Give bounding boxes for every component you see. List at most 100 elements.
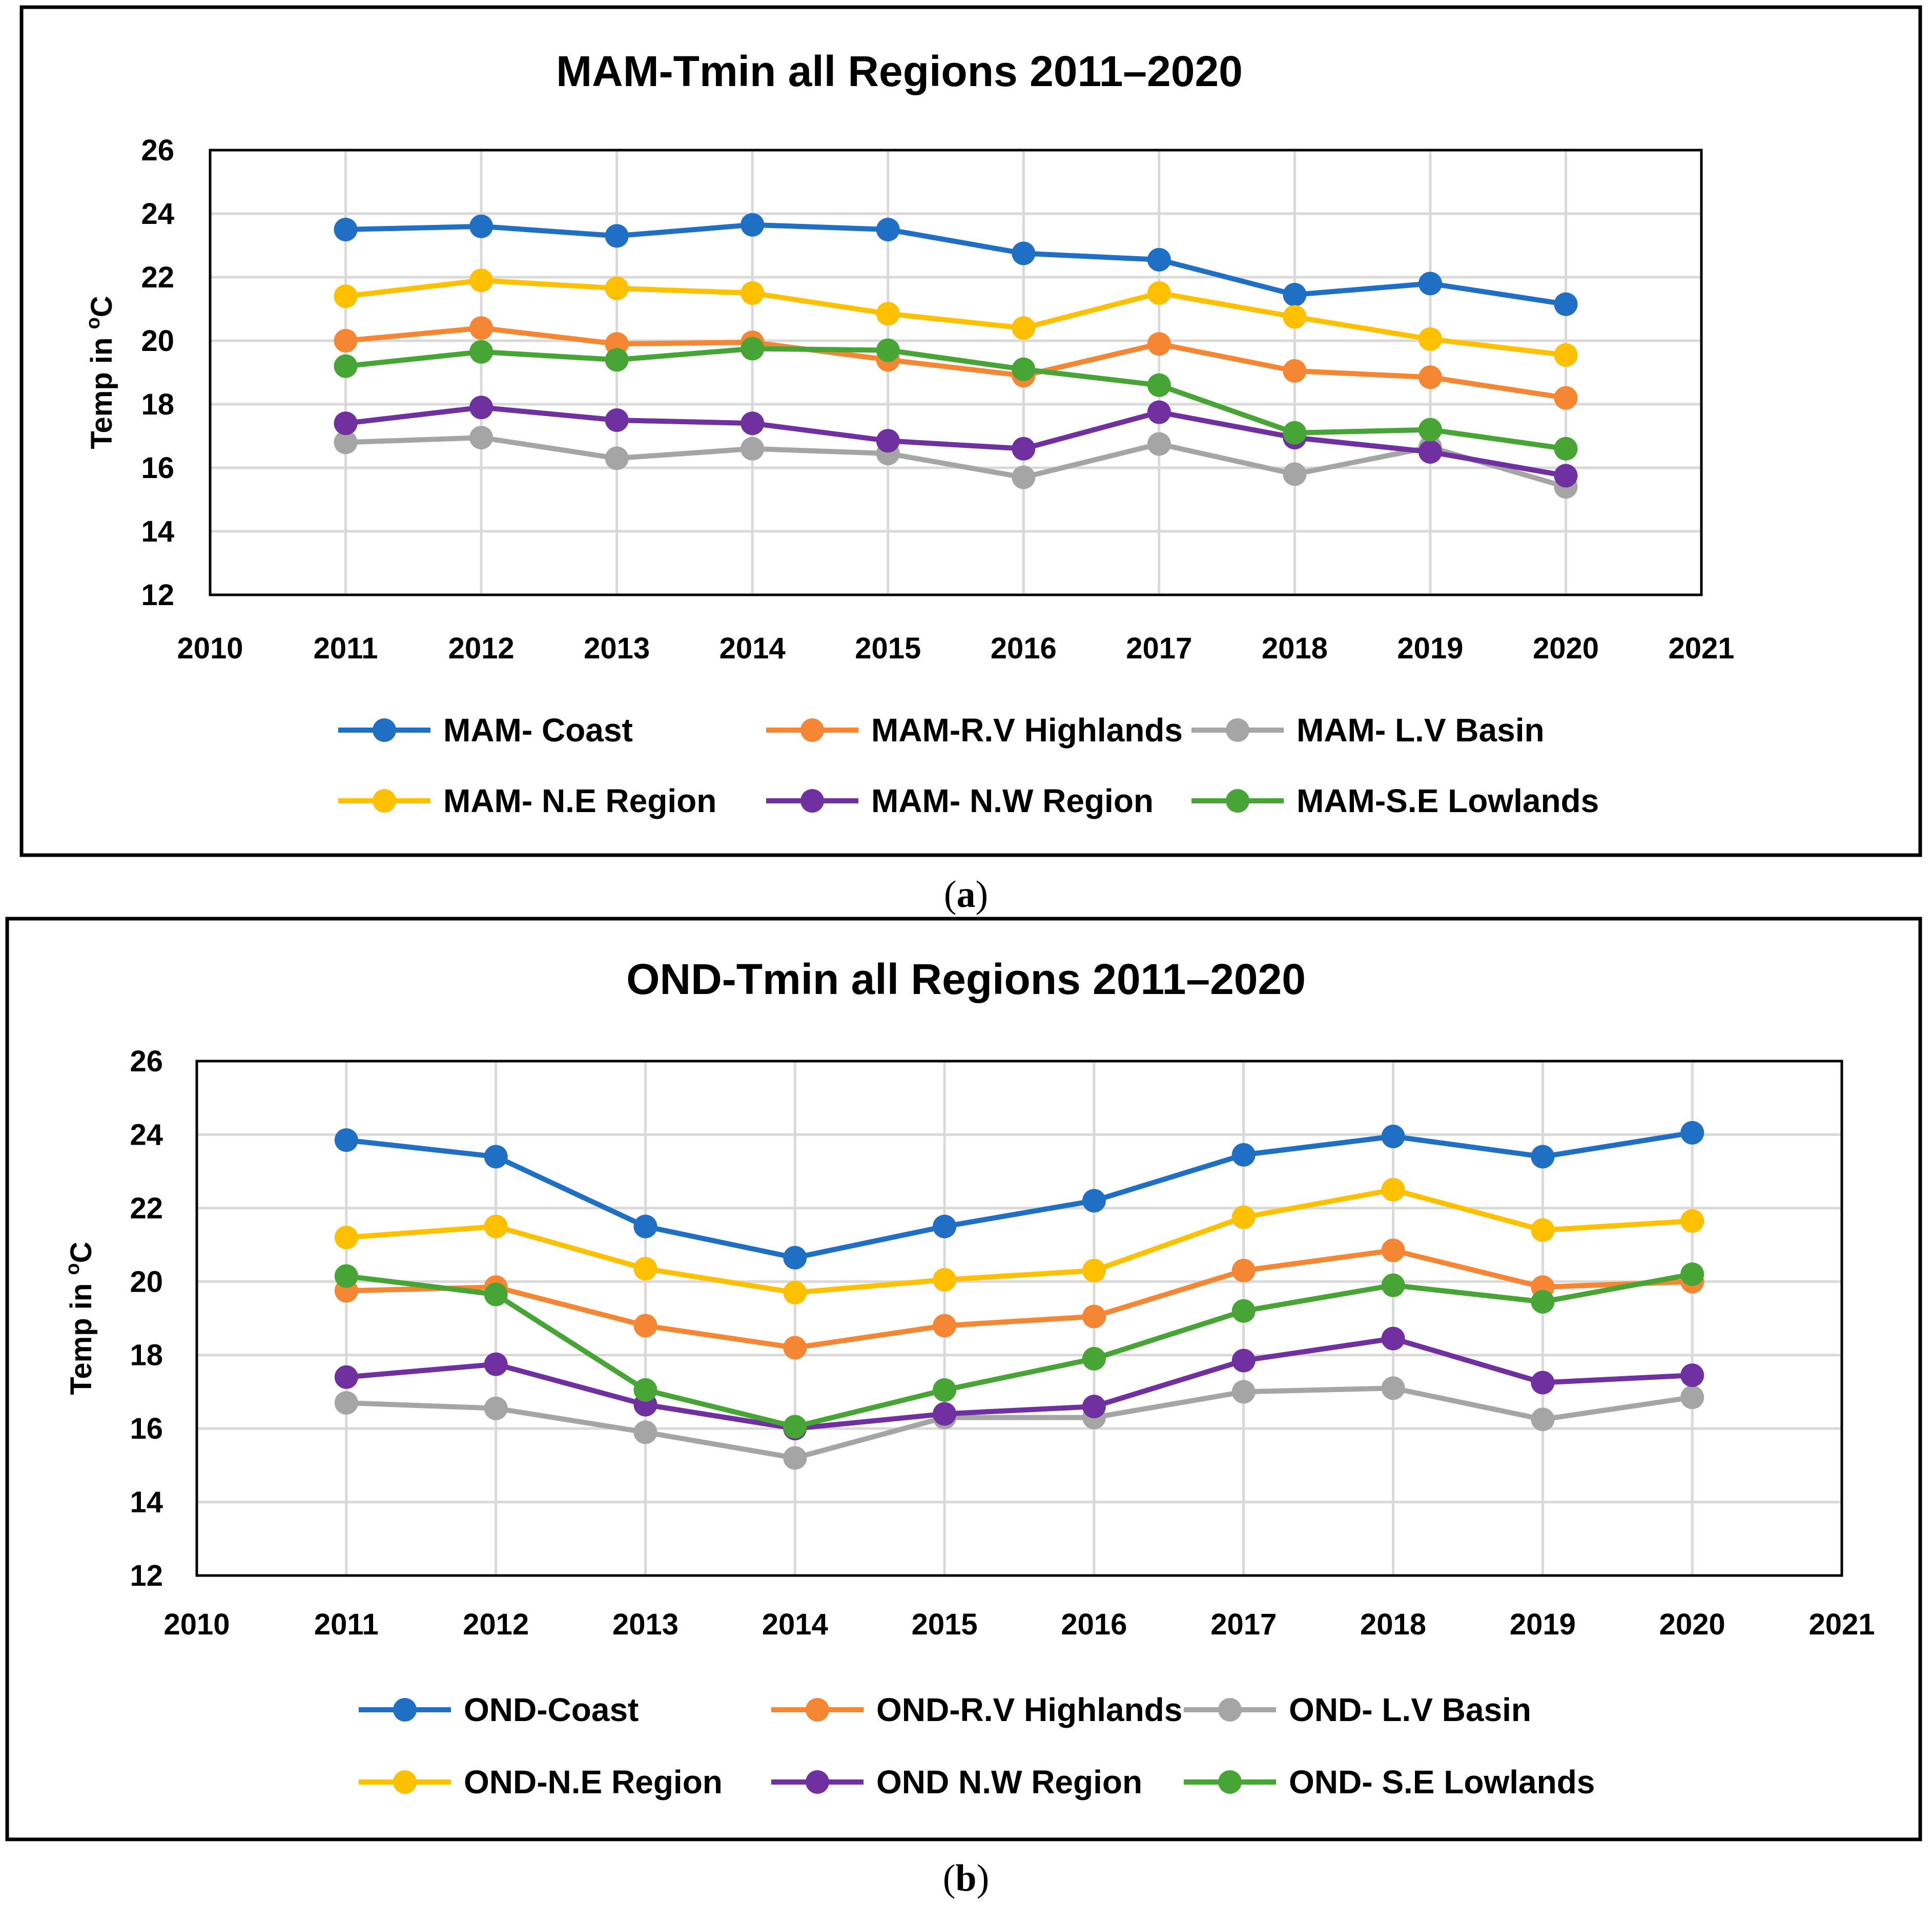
panel-a-series-3-point-2016 [1012,316,1036,340]
panel-b-series-2-point-2017 [1231,1380,1256,1404]
panel-b-ytick-18: 18 [130,1339,163,1372]
panel-a-series-0-point-2014 [741,213,765,237]
panel-a-series-0 [334,213,1578,316]
panel-a-series-5-point-2018 [1283,421,1307,445]
panel-b-series-1-point-2013 [633,1314,657,1338]
panel-a-series-2-point-2014 [741,437,765,461]
panel-b-series-0-point-2018 [1381,1125,1405,1149]
panel-a-xtick-2021: 2021 [1668,632,1734,665]
panel-b-series-3-point-2016 [1082,1258,1106,1282]
panel-a-y-axis-label-degree: o [83,317,104,329]
panel-a-legend-item-1: MAM-R.V Highlands [766,712,1183,749]
panel-a-xtick-2018: 2018 [1262,632,1328,665]
panel-b-series-5-line [346,1272,1693,1430]
panel-a-series-0-point-2013 [605,224,629,248]
panel-b-series-1-line [346,1248,1693,1351]
panel-a-legend-item-4: MAM- N.W Region [766,782,1154,819]
panel-b-series-3-point-2018 [1381,1178,1405,1201]
panel-b-series-0-point-2019 [1531,1145,1555,1169]
panel-b-series-4-point-2015 [933,1402,957,1426]
panel-b-y-axis-label-unit: C [65,1241,98,1263]
panel-a-y-axis-label: Temp in oC [83,296,118,449]
panel-a-xtick-2020: 2020 [1533,632,1599,665]
panel-b-series-5-point-2013 [633,1378,657,1402]
panel-b-series-4-point-2016 [1082,1395,1106,1419]
panel-a-series-2-point-2012 [469,426,494,450]
panel-a-series-0-line [345,222,1567,307]
panel-a-title: MAM-Tmin all Regions 2011–2020 [556,47,1243,95]
panel-b-legend-item-2: OND- L.V Basin [1184,1691,1531,1728]
panel-b-series-2-point-2020 [1680,1385,1704,1410]
panel-a-series-4-point-2012 [469,396,494,420]
panel-b-series-0-point-2013 [633,1214,657,1238]
panel-a: MAM-Tmin all Regions 2011–2020 12 14 16 18 2… [19,5,1922,857]
panel-b-xtick-2010: 2010 [163,1608,230,1641]
panel-b-series-5-point-2012 [484,1282,508,1307]
panel-b-series-0-point-2014 [783,1246,807,1270]
panel-a-ytick-18: 18 [141,388,174,421]
panel-a-series-0-point-2019 [1418,272,1442,296]
panel-a-legend-swatch-marker-4 [800,789,824,813]
panel-a-series-5-point-2016 [1012,357,1036,381]
panel-a-legend-swatch-marker-3 [373,789,396,813]
panel-a-series [334,213,1578,499]
panel-b-series-2-point-2018 [1381,1376,1405,1400]
panel-a-series-2-point-2017 [1147,432,1171,456]
panel-b-series-0-point-2020 [1680,1121,1704,1145]
panel-a-series-4-point-2013 [605,408,629,432]
panel-b-series-5-point-2018 [1381,1273,1405,1297]
panel-b-series-4-point-2019 [1531,1371,1555,1395]
panel-b-series-5-point-2019 [1531,1290,1555,1314]
panel-b-series-3-point-2020 [1680,1209,1704,1233]
panel-b-legend-label-0: OND-Coast [464,1691,639,1728]
panel-b-y-ticks: 12 14 16 18 20 22 24 26 [130,1045,163,1592]
panel-b-ytick-14: 14 [130,1486,163,1519]
panel-a-series-1-point-2020 [1554,386,1578,410]
panel-a-series-2-point-2018 [1283,462,1307,486]
panel-b-ytick-16: 16 [130,1412,163,1445]
panel-a-series-0-point-2017 [1147,247,1171,272]
panel-b-series-3-point-2011 [334,1226,358,1250]
panel-a-legend-swatch-marker-0 [373,718,396,742]
panel-b-series-4-line [346,1336,1693,1432]
panel-b-series-3-point-2017 [1231,1205,1256,1229]
panel-a-series-3-point-2017 [1147,281,1171,305]
panel-a-series-4-point-2019 [1418,440,1442,464]
panel-b-xtick-2011: 2011 [314,1608,379,1641]
panel-a-legend-item-2: MAM- L.V Basin [1191,712,1545,749]
panel-a-legend-label-3: MAM- N.E Region [443,782,716,819]
panel-a-ytick-26: 26 [141,134,174,167]
panel-a-xtick-2013: 2013 [584,632,650,665]
panel-a-series-3-point-2013 [605,276,629,300]
panel-a-ytick-24: 24 [141,197,174,231]
panel-b-legend: OND-Coast OND-R.V Highlands OND- L.V Basin… [359,1691,1595,1800]
panel-a-legend-item-0: MAM- Coast [338,712,633,749]
panel-b-legend-item-0: OND-Coast [359,1691,639,1728]
panel-a-series-5-point-2015 [876,338,900,362]
panel-a-series-0-point-2015 [876,218,900,241]
panel-a-caption: (a) [944,874,988,916]
panel-a-legend-swatch-marker-1 [800,718,824,742]
panel-b-ytick-24: 24 [130,1118,163,1151]
panel-b-series-3-line [346,1187,1693,1295]
panel-b-series-1-point-2018 [1381,1238,1405,1262]
panel-a-legend-label-5: MAM-S.E Lowlands [1297,782,1599,819]
panel-b-series-2-line [346,1385,1693,1461]
panel-a-series-0-point-2012 [469,214,494,238]
panel-a-series-4-point-2017 [1147,400,1171,424]
panel-b-series-4-point-2018 [1381,1327,1405,1351]
panel-a-legend-swatch-marker-5 [1226,789,1249,813]
panel-b-series-1-point-2015 [933,1314,957,1338]
panel-a-series-5-point-2014 [741,337,765,361]
panel-b-xtick-2017: 2017 [1210,1608,1277,1641]
panel-a-xtick-2011: 2011 [314,632,378,665]
panel-a-series-5 [334,337,1578,461]
panel-a-series-4-point-2015 [876,429,900,453]
panel-a-series-3-point-2019 [1418,327,1442,351]
panel-b-xtick-2019: 2019 [1510,1608,1576,1641]
panel-b-legend-item-1: OND-R.V Highlands [771,1691,1182,1728]
panel-a-xtick-2014: 2014 [720,632,786,665]
panel-b: OND-Tmin all Regions 2011–2020 12 14 16 18 2… [5,917,1922,1841]
panel-b-legend-label-3: OND-N.E Region [464,1764,723,1800]
